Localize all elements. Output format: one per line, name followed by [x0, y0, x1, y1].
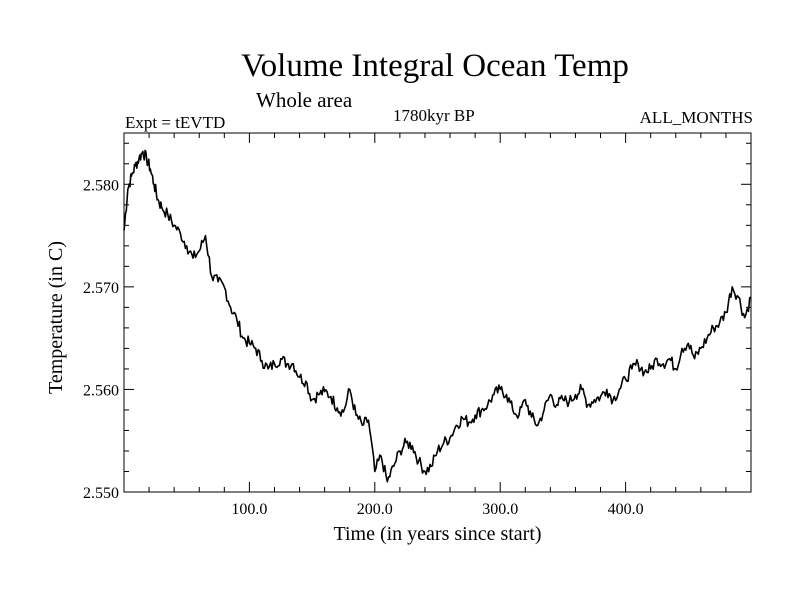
chart-subtitle: Whole area: [256, 88, 353, 112]
y-axis-label: Temperature (in C): [45, 241, 67, 394]
y-tick-label: 2.570: [83, 280, 119, 297]
y-tick-label: 2.550: [83, 485, 119, 502]
plot-frame: [123, 132, 752, 493]
x-tick-label: 400.0: [608, 501, 644, 518]
experiment-label: Expt = tEVTD: [125, 113, 226, 132]
period-label: 1780kyr BP: [393, 106, 475, 125]
months-label: ALL_MONTHS: [639, 108, 753, 127]
y-tick-label: 2.580: [83, 177, 119, 194]
axis-tick-labels: 100.0 200.0 300.0 400.0 2.550 2.560 2.570 2.580: [83, 177, 644, 518]
series-line: [123, 149, 752, 483]
x-axis-label: Time (in years since start): [333, 523, 541, 545]
y-tick-label: 2.560: [83, 382, 119, 399]
x-tick-label: 100.0: [231, 501, 267, 518]
axis-ticks: [124, 133, 751, 492]
x-tick-label: 300.0: [482, 501, 518, 518]
chart-title: Volume Integral Ocean Temp: [241, 48, 629, 84]
x-tick-label: 200.0: [357, 501, 393, 518]
